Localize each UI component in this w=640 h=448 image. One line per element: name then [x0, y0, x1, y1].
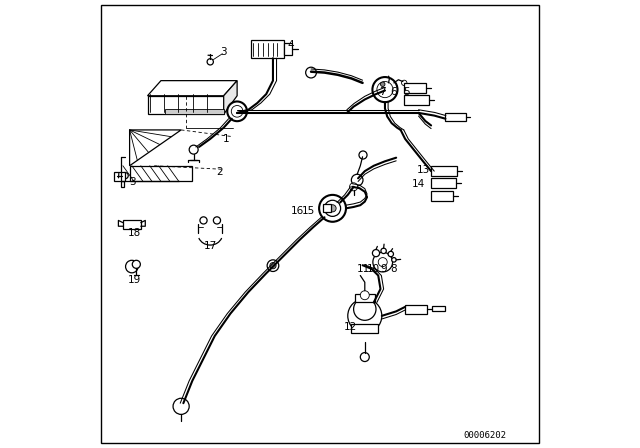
- Circle shape: [213, 217, 221, 224]
- Text: 10: 10: [367, 264, 380, 274]
- Text: 00006202: 00006202: [463, 431, 506, 440]
- Polygon shape: [130, 130, 181, 166]
- Circle shape: [122, 172, 128, 179]
- Circle shape: [189, 145, 198, 154]
- Bar: [114, 172, 125, 181]
- Text: 2: 2: [216, 168, 223, 177]
- Text: 17: 17: [204, 241, 217, 251]
- Bar: [355, 294, 374, 302]
- Bar: [431, 191, 452, 201]
- Circle shape: [392, 258, 396, 262]
- Bar: [323, 204, 331, 212]
- Circle shape: [378, 258, 387, 267]
- Circle shape: [372, 250, 380, 257]
- Text: 12: 12: [344, 322, 356, 332]
- Text: 7: 7: [380, 87, 386, 97]
- Bar: [165, 109, 224, 114]
- Circle shape: [359, 151, 367, 159]
- Text: 6: 6: [390, 87, 397, 97]
- Text: 4: 4: [287, 40, 294, 50]
- Circle shape: [231, 106, 243, 117]
- Text: 8: 8: [390, 264, 397, 274]
- Circle shape: [381, 248, 387, 254]
- Circle shape: [401, 80, 407, 86]
- Circle shape: [380, 82, 385, 86]
- Text: 15: 15: [302, 206, 316, 215]
- Bar: [130, 166, 193, 181]
- Circle shape: [388, 251, 394, 257]
- Circle shape: [324, 200, 340, 216]
- Circle shape: [227, 102, 247, 121]
- Circle shape: [200, 217, 207, 224]
- Polygon shape: [148, 81, 237, 96]
- Circle shape: [319, 195, 346, 222]
- Circle shape: [207, 59, 213, 65]
- Text: 3: 3: [129, 177, 136, 187]
- Bar: [121, 181, 124, 187]
- Bar: [351, 324, 378, 333]
- Bar: [431, 166, 457, 176]
- Circle shape: [132, 260, 140, 268]
- Text: 3: 3: [220, 47, 227, 56]
- Circle shape: [173, 398, 189, 414]
- Text: 18: 18: [127, 228, 141, 238]
- Bar: [432, 306, 445, 311]
- Circle shape: [349, 183, 358, 191]
- Circle shape: [372, 77, 397, 102]
- Bar: [404, 95, 429, 105]
- Circle shape: [354, 298, 376, 320]
- Polygon shape: [224, 81, 237, 114]
- Text: 11: 11: [356, 264, 370, 274]
- Circle shape: [270, 263, 276, 269]
- Circle shape: [348, 299, 382, 333]
- Circle shape: [306, 67, 316, 78]
- Circle shape: [360, 353, 369, 362]
- Bar: [404, 83, 426, 93]
- Circle shape: [373, 252, 392, 272]
- Text: 16: 16: [291, 206, 304, 215]
- Bar: [251, 40, 284, 58]
- Bar: [284, 43, 292, 55]
- Bar: [148, 96, 224, 114]
- Bar: [123, 220, 141, 229]
- Text: 1: 1: [223, 134, 229, 144]
- Bar: [445, 113, 466, 121]
- Bar: [405, 305, 427, 314]
- Text: 9: 9: [381, 264, 387, 274]
- Text: 14: 14: [412, 179, 425, 189]
- Circle shape: [360, 291, 369, 300]
- Text: 5: 5: [403, 87, 410, 97]
- Bar: [431, 178, 456, 188]
- Circle shape: [351, 174, 363, 186]
- Text: 13: 13: [417, 165, 429, 175]
- Circle shape: [377, 82, 393, 98]
- Circle shape: [329, 205, 336, 212]
- Circle shape: [125, 260, 138, 273]
- Text: 19: 19: [127, 275, 141, 285]
- Circle shape: [267, 260, 279, 271]
